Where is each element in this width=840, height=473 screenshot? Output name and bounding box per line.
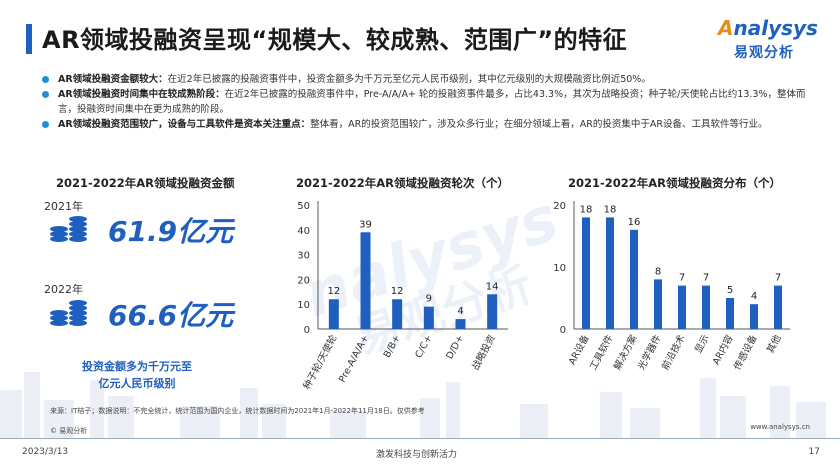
source-note: 来源：IT桔子；数据说明：不完全统计，统计范围为国内企业，统计数据时间为2021… xyxy=(50,407,425,415)
bar-value-label: 16 xyxy=(628,217,641,228)
year-2022-label: 2022年 xyxy=(44,283,83,296)
bullet-bold: AR领域投融资范围较广，设备与工具软件是资本关注重点： xyxy=(58,119,311,130)
coin-stack-icon xyxy=(50,300,87,326)
bar xyxy=(606,217,614,329)
bar xyxy=(774,285,782,329)
x-tick-label: D/D+ xyxy=(444,333,466,361)
footer-divider xyxy=(0,438,840,439)
y-tick-label: 30 xyxy=(297,251,310,262)
footer-slogan: 激发科技与创新活力 xyxy=(376,450,458,460)
bar-value-label: 18 xyxy=(604,204,617,215)
y-tick-label: 20 xyxy=(297,275,310,286)
bar-value-label: 18 xyxy=(580,204,593,215)
bar-value-label: 7 xyxy=(703,273,709,284)
y-tick-label: 10 xyxy=(297,300,310,311)
bar xyxy=(360,232,371,329)
distribution-chart-title: 2021-2022年AR领域投融资分布（个） xyxy=(568,176,782,190)
rounds-bar-chart: 0 10 20 30 40 50 12 种子轮/天使轮 39 Pre-A/A/A+ 12 B/B+ 9 C… xyxy=(297,201,508,392)
x-tick-label: 显示 xyxy=(693,333,712,355)
rounds-chart-title: 2021-2022年AR领域投融资轮次（个） xyxy=(296,176,510,190)
bar-value-label: 4 xyxy=(457,306,463,317)
bullet-scope: AR领域投融资范围较广，设备与工具软件是资本关注重点：整体看，AR的投资范围较广… xyxy=(40,117,810,132)
bullet-text: 在近2年已披露的投融资事件中，Pre-A/A/A+ 轮的投融资事件最多，占比43… xyxy=(58,89,806,115)
bar-value-label: 7 xyxy=(679,273,685,284)
x-tick-label: B/B+ xyxy=(382,333,403,360)
logo-letter-a: A xyxy=(718,16,734,40)
x-tick-label: AR设备 xyxy=(566,332,592,366)
bar xyxy=(392,299,403,329)
bar xyxy=(654,279,662,329)
amount-note: 投资金额多为千万元至 亿元人民币级别 xyxy=(72,358,202,392)
x-tick-label: 战略投资 xyxy=(469,332,498,372)
bar xyxy=(630,229,638,329)
y-tick-label: 0 xyxy=(304,325,310,336)
x-tick-label: 传感设备 xyxy=(731,332,760,372)
amount-section-title: 2021-2022年AR领域投融资金额 xyxy=(56,176,235,190)
y-tick-label: 50 xyxy=(297,201,310,212)
page-title: AR领域投融资呈现“规模大、较成熟、范围广”的特征 xyxy=(42,26,628,54)
x-tick-label: 前沿技术 xyxy=(659,332,688,372)
website-link[interactable]: www.analysys.cn xyxy=(750,423,810,431)
footer-date: 2023/3/13 xyxy=(22,447,69,457)
bar-value-label: 9 xyxy=(426,294,432,305)
bullet-text: 整体看，AR的投资范围较广，涉及众多行业；在细分领域上看，AR的投资集中于AR设… xyxy=(310,119,768,130)
bar-value-label: 12 xyxy=(327,286,340,297)
bullet-dot-icon xyxy=(42,76,49,83)
x-tick-label: 其他 xyxy=(764,332,784,355)
bar xyxy=(328,299,339,329)
bullet-stage: AR领域投融资时间集中在较成熟阶段：在近2年已披露的投融资事件中，Pre-A/A… xyxy=(40,87,810,117)
amount-note-line1: 投资金额多为千万元至 xyxy=(82,360,192,373)
bar-value-label: 4 xyxy=(751,291,757,302)
bar-value-label: 8 xyxy=(655,266,661,277)
bar-value-label: 7 xyxy=(775,273,781,284)
year-2021-label: 2021年 xyxy=(44,200,83,213)
bar xyxy=(487,294,498,329)
y-tick-label: 10 xyxy=(553,263,566,274)
logo-cn: 易观分析 xyxy=(734,45,794,61)
y-tick-label: 40 xyxy=(297,226,310,237)
y-tick-label: 20 xyxy=(553,201,566,212)
bar xyxy=(750,304,758,329)
title-accent-bar xyxy=(26,24,32,54)
x-tick-label: Pre-A/A/A+ xyxy=(337,333,371,384)
skyline-background xyxy=(0,372,826,438)
bullet-bold: AR领域投融资时间集中在较成熟阶段： xyxy=(58,89,225,100)
summary-bullets: AR领域投融资金额较大：在近2年已披露的投融资事件中，投资金额多为千万元至亿元人… xyxy=(40,72,810,132)
x-tick-label: AR内容 xyxy=(710,332,736,366)
bar xyxy=(455,319,466,329)
logo-word: nalysys xyxy=(733,16,818,40)
bar xyxy=(582,217,590,329)
bullet-text: 在近2年已披露的投融资事件中，投资金额多为千万元至亿元人民币级别，其中亿元级别的… xyxy=(167,74,651,85)
x-tick-label: C/C+ xyxy=(413,333,434,360)
bar xyxy=(702,285,710,329)
bullet-dot-icon xyxy=(42,121,49,128)
bullet-dot-icon xyxy=(42,91,49,98)
bar xyxy=(423,306,434,329)
bar xyxy=(726,298,734,329)
page-number: 17 xyxy=(808,447,820,457)
y-tick-label: 0 xyxy=(560,325,566,336)
bar xyxy=(678,285,686,329)
amount-note-line2: 亿元人民币级别 xyxy=(98,377,176,390)
x-tick-label: 种子轮/天使轮 xyxy=(301,332,340,391)
amount-2022: 66.6亿元 xyxy=(108,299,234,332)
bar-value-label: 5 xyxy=(727,285,733,296)
bar-value-label: 39 xyxy=(359,219,372,230)
bullet-amount: AR领域投融资金额较大：在近2年已披露的投融资事件中，投资金额多为千万元至亿元人… xyxy=(40,72,810,87)
bar-value-label: 14 xyxy=(486,281,499,292)
bar-value-label: 12 xyxy=(391,286,404,297)
bullet-bold: AR领域投融资金额较大： xyxy=(58,74,168,85)
coin-stack-icon xyxy=(50,216,87,242)
amount-2021: 61.9亿元 xyxy=(108,215,234,248)
copyright: © 易观分析 xyxy=(50,427,88,435)
analysys-logo: Analysys 易观分析 xyxy=(712,14,822,64)
